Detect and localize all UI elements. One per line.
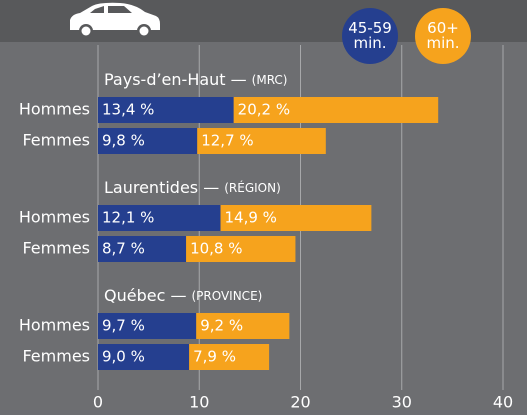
group-title: Laurentides — (RÉGION) (104, 178, 281, 197)
value-label: 8,7 % (102, 240, 145, 258)
group-name: Laurentides — (104, 178, 219, 197)
value-label: 12,7 % (201, 132, 253, 150)
group-name: Québec — (104, 286, 186, 305)
value-label: 20,2 % (238, 101, 290, 119)
category-label: Hommes (19, 100, 90, 119)
value-label: 12,1 % (102, 209, 154, 227)
bar (233, 97, 439, 123)
value-label: 9,0 % (102, 348, 145, 366)
group-title: Pays-d’en-Haut — (MRC) (104, 70, 288, 89)
legend-label: 60+ min. (426, 19, 460, 52)
category-label: Femmes (22, 131, 90, 150)
group-qualifier: (RÉGION) (224, 180, 281, 195)
value-label: 7,9 % (193, 348, 236, 366)
bar (98, 97, 234, 123)
group-qualifier: (MRC) (252, 73, 288, 87)
bar (98, 205, 221, 231)
value-label: 9,8 % (102, 132, 145, 150)
bar (220, 205, 372, 231)
group-title: Québec — (PROVINCE) (104, 286, 262, 305)
category-label: Hommes (19, 208, 90, 227)
bar (98, 128, 198, 154)
x-tick-label: 20 (290, 393, 310, 412)
bar (98, 236, 187, 262)
group-name: Pays-d’en-Haut — (104, 70, 247, 89)
bar (98, 344, 190, 370)
x-tick-label: 10 (189, 393, 209, 412)
category-label: Femmes (22, 347, 90, 366)
value-label: 10,8 % (190, 240, 242, 258)
value-label: 9,2 % (200, 317, 243, 335)
value-label: 14,9 % (225, 209, 277, 227)
car-icon (70, 2, 160, 38)
bar (197, 128, 326, 154)
bar (196, 313, 290, 339)
category-label: Hommes (19, 316, 90, 335)
group-qualifier: (PROVINCE) (191, 289, 262, 303)
legend-item: 45-59 min. (342, 8, 398, 64)
bar (189, 344, 270, 370)
category-label: Femmes (22, 239, 90, 258)
value-label: 13,4 % (102, 101, 154, 119)
x-tick-label: 30 (392, 393, 412, 412)
legend-item: 60+ min. (415, 8, 471, 64)
value-label: 9,7 % (102, 317, 145, 335)
bar (98, 313, 197, 339)
x-tick-label: 0 (93, 393, 103, 412)
x-tick-label: 40 (493, 393, 513, 412)
bar (186, 236, 296, 262)
legend-label: 45-59 min. (348, 19, 392, 52)
